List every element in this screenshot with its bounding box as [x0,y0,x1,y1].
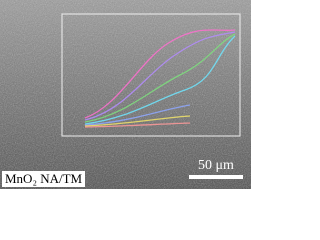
sample-label: MnO₂ NA/TM [2,171,86,187]
scale-bar: 50 μm [189,158,243,179]
scale-bar-label: 50 μm [198,158,234,173]
sem-image: MnO₂ NA/TM 50 μm [0,0,251,189]
background [0,0,251,189]
inset-plot [61,13,241,137]
scale-bar-line [189,175,243,179]
